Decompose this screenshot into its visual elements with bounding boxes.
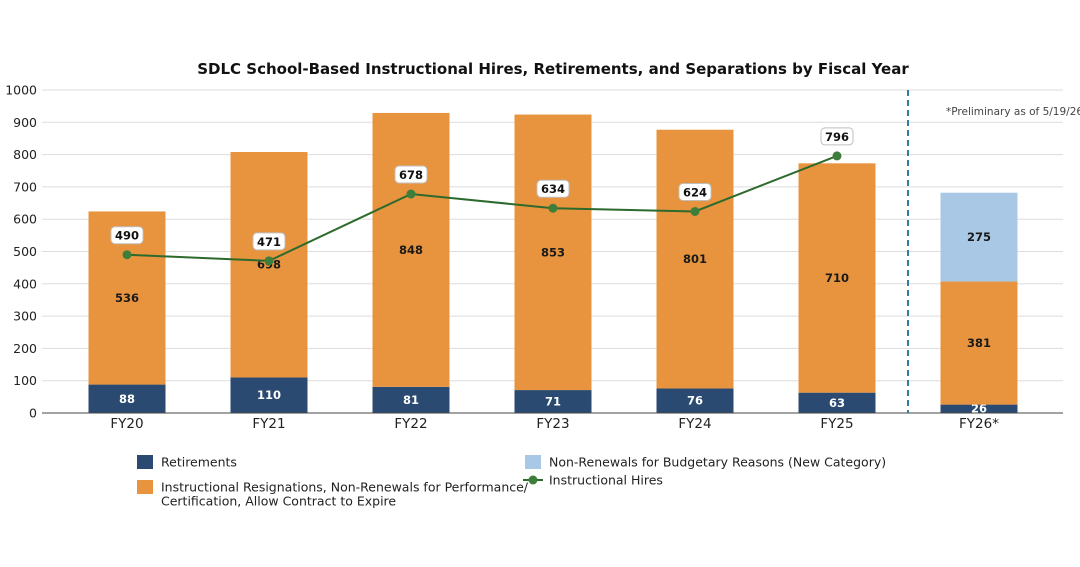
legend-label-1-0: Instructional Resignations, Non-Renewals… (161, 480, 529, 495)
bar-s1-6 (940, 281, 1018, 405)
bar-label-s1-4: 801 (683, 252, 707, 266)
bar-label-s0-4: 76 (687, 394, 703, 408)
legend: Retirements Instructional Resignations, N… (137, 455, 886, 509)
x-tick-label-3: FY23 (536, 416, 569, 432)
bar-s0-3 (514, 390, 592, 413)
y-tick-label-4: 400 (13, 276, 37, 291)
bar-label-s1-2: 848 (399, 243, 423, 257)
x-tick-label-2: FY22 (394, 416, 427, 432)
x-tick-label-5: FY25 (820, 416, 853, 432)
bar-s0-6 (940, 404, 1018, 413)
hires-point-3 (548, 203, 558, 213)
hires-label-box-1 (252, 232, 286, 251)
hires-label-3: 634 (541, 182, 565, 196)
hires-label-box-5 (820, 127, 854, 146)
y-tick-label-10: 1000 (5, 83, 37, 98)
y-tick-label-3: 300 (13, 309, 37, 324)
y-tick-label-2: 200 (13, 341, 37, 356)
bars-layer: 885361106988184871853768016371026381275 (88, 112, 1018, 416)
axis-layer: 0 100 200 300 400 500 600 700 800 900 1000 FY20 FY21… (5, 83, 1063, 432)
bar-s0-0 (88, 384, 166, 413)
hires-point-2 (406, 189, 416, 199)
y-tick-label-7: 700 (13, 179, 37, 194)
legend-swatch-1 (137, 480, 153, 494)
y-tick-label-8: 800 (13, 147, 37, 162)
legend-label-2: Non-Renewals for Budgetary Reasons (New … (549, 455, 886, 470)
hires-point-4 (690, 206, 700, 216)
legend-swatch-0 (137, 455, 153, 469)
bar-label-s0-5: 63 (829, 396, 845, 410)
hires-point-5 (832, 151, 842, 161)
bar-label-s1-6: 381 (967, 336, 991, 350)
hires-label-0: 490 (115, 229, 139, 243)
legend-swatch-2 (525, 455, 541, 469)
x-tick-label-1: FY21 (252, 416, 285, 432)
legend-label-3: Instructional Hires (549, 473, 663, 488)
y-tick-label-6: 600 (13, 212, 37, 227)
bar-s1-4 (656, 129, 734, 389)
bar-s1-3 (514, 114, 592, 391)
bar-s0-4 (656, 388, 734, 413)
x-tick-label-4: FY24 (678, 416, 711, 432)
hires-label-5: 796 (825, 130, 849, 144)
chart-title: SDLC School-Based Instructional Hires, R… (197, 60, 909, 78)
hires-line-layer: 490 471 678 634 624 796 (110, 127, 854, 266)
hires-label-box-0 (110, 226, 144, 245)
bar-s1-5 (798, 163, 876, 393)
y-tick-label-9: 900 (13, 115, 37, 130)
bar-s0-1 (230, 377, 308, 413)
bar-label-s2-6: 275 (967, 230, 991, 244)
y-tick-label-1: 100 (13, 373, 37, 388)
hires-point-1 (264, 256, 274, 266)
hires-line (126, 154, 838, 262)
bar-label-s1-3: 853 (541, 245, 565, 259)
bar-label-s1-5: 710 (825, 271, 849, 285)
hires-label-box-2 (394, 165, 428, 184)
hires-label-box-4 (678, 182, 712, 201)
bar-label-s1-0: 536 (115, 291, 139, 305)
bar-label-s0-1: 110 (257, 388, 281, 402)
x-tick-label-6: FY26* (959, 416, 999, 432)
y-tick-label-5: 500 (13, 244, 37, 259)
hires-label-1: 471 (257, 235, 281, 249)
legend-marker-3 (528, 475, 538, 485)
bar-s0-2 (372, 386, 450, 413)
bar-s0-5 (798, 392, 876, 413)
bar-s1-2 (372, 112, 450, 387)
hires-label-4: 624 (683, 185, 707, 199)
hires-point-0 (122, 250, 132, 260)
bar-label-s0-0: 88 (119, 392, 135, 406)
preliminary-note: *Preliminary as of 5/19/26 (946, 106, 1080, 118)
bar-label-s0-3: 71 (545, 395, 561, 409)
bar-s2-6 (940, 192, 1018, 282)
hires-label-box-3 (536, 179, 570, 198)
y-tick-label-0: 0 (29, 406, 37, 421)
legend-label-1-1: Certification, Allow Contract to Expire (161, 494, 396, 509)
bar-label-s0-2: 81 (403, 393, 419, 407)
bar-label-s0-6: 26 (971, 402, 987, 416)
x-tick-label-0: FY20 (110, 416, 143, 432)
hires-label-2: 678 (399, 168, 423, 182)
legend-label-0: Retirements (161, 455, 237, 470)
